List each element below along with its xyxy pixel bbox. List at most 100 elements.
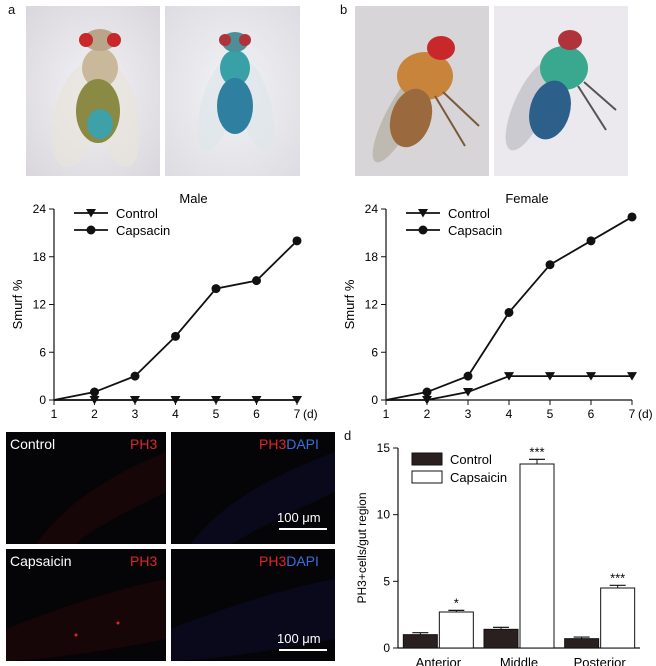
male-point-capsacin (211, 284, 221, 294)
male-control-fly-photo (26, 6, 160, 176)
bar-category-label: Anterior (416, 655, 462, 666)
bar-control (564, 638, 600, 649)
merge-label-capsaicin: PH3DAPI (259, 553, 319, 569)
male-control-fly-image (26, 6, 160, 176)
male-x-tick-label: 2 (91, 407, 98, 421)
male-legend-marker-1 (86, 225, 96, 235)
bar-category-label: Posterior (574, 655, 627, 666)
bar-legend-label-0: Control (450, 452, 492, 467)
bar-category-label: Middle (500, 655, 538, 666)
bar-y-tick-label: 0 (383, 641, 390, 655)
significance-label: *** (529, 444, 544, 459)
micrograph-control-merged: PH3DAPI 100 μm (171, 432, 335, 544)
significance-label: *** (610, 570, 625, 585)
female-point-control (422, 396, 432, 405)
male-x-tick-label: 3 (132, 407, 139, 421)
panel-letter-a: a (8, 2, 16, 17)
ph3-label-capsaicin: PH3 (130, 553, 158, 569)
male-x-tick-label: 1 (51, 407, 58, 421)
female-x-tick-label: 2 (424, 407, 431, 421)
female-x-tick-label: 6 (588, 407, 595, 421)
male-y-label: Smurf % (10, 279, 25, 329)
ph3-bar-chart: 0 5 10 15 PH3+cells/gut region Anterior * Middl… (355, 441, 640, 666)
male-y-tick-label: 18 (33, 250, 47, 264)
female-legend-label-0: Control (448, 206, 490, 221)
male-point-capsacin (171, 331, 180, 341)
dapi-label-capsaicin: DAPI (286, 553, 319, 569)
female-x-unit: (d) (638, 407, 653, 421)
female-x-tick-label: 3 (465, 407, 472, 421)
panel-letter-d: d (344, 428, 352, 443)
male-y-tick-label: 6 (39, 345, 46, 359)
bar-legend-swatch-0 (411, 452, 443, 466)
control-label: Control (10, 436, 56, 452)
female-title: Female (505, 191, 548, 206)
bar-legend-swatch-1 (411, 470, 443, 484)
male-line-capsacin (53, 240, 298, 401)
bar-y-tick-label: 15 (377, 441, 391, 455)
micrograph-control-ph3: Control PH3 (6, 432, 166, 544)
panel-letter-b: b (340, 2, 348, 17)
male-legend-label-1: Capsacin (116, 223, 170, 238)
bar-capsaicin (519, 463, 555, 649)
control-ph3-tissue (36, 452, 166, 544)
female-point-control (627, 372, 637, 381)
ph3-label-merge-control: PH3 (259, 436, 287, 452)
male-point-capsacin (130, 371, 140, 381)
female-y-tick-label: 18 (365, 250, 379, 264)
micrograph-capsaicin-merged: PH3DAPI 100 μm (171, 549, 335, 661)
male-point-capsacin (252, 276, 261, 286)
female-point-capsacin (422, 387, 432, 397)
male-y-tick-label: 12 (33, 298, 47, 312)
male-legend-label-0: Control (116, 206, 158, 221)
capsaicin-merged-tissue (171, 579, 335, 661)
merge-label-control: PH3DAPI (259, 436, 319, 452)
male-x-unit: (d) (303, 407, 318, 421)
female-point-capsacin (586, 236, 596, 246)
male-point-control (211, 396, 221, 405)
female-control-fly-image (355, 6, 489, 176)
female-y-tick-label: 12 (365, 298, 379, 312)
female-capsaicin-fly-photo (494, 6, 628, 176)
female-point-control (586, 372, 596, 381)
male-point-capsacin (90, 387, 99, 397)
bar-capsaicin (600, 587, 636, 649)
bar-capsaicin (438, 611, 474, 649)
female-control-fly-photo (355, 6, 489, 176)
female-point-control (545, 372, 555, 381)
female-x-tick-label: 1 (383, 407, 390, 421)
dapi-label-control: DAPI (286, 436, 319, 452)
scale-bar-control (279, 528, 327, 530)
male-x-tick-label: 4 (172, 407, 179, 421)
female-point-capsacin (463, 371, 473, 381)
male-point-control (130, 396, 140, 405)
bar-y-label: PH3+cells/gut region (355, 492, 369, 603)
female-point-capsacin (504, 307, 514, 317)
female-x-tick-label: 4 (506, 407, 513, 421)
female-legend-label-1: Capsacin (448, 223, 502, 238)
female-y-tick-label: 0 (371, 393, 378, 407)
male-title: Male (179, 191, 207, 206)
male-x-tick-label: 6 (253, 407, 260, 421)
female-legend-marker-0 (418, 209, 428, 218)
female-y-tick-label: 6 (371, 345, 378, 359)
capsaicin-label: Capsaicin (10, 553, 72, 569)
micrograph-capsaicin-ph3: Capsaicin PH3 (6, 549, 166, 661)
male-legend-marker-0 (86, 209, 96, 218)
bar-y-tick-label: 5 (383, 574, 390, 588)
male-point-capsacin (292, 236, 302, 246)
female-x-tick-label: 7 (629, 407, 636, 421)
significance-label: * (454, 595, 459, 610)
male-capsaicin-fly-image (165, 6, 300, 176)
scale-bar-capsaicin (279, 649, 327, 651)
ph3-label-merge-capsaicin: PH3 (259, 553, 287, 569)
female-legend-marker-1 (418, 225, 428, 235)
female-point-control (463, 388, 473, 397)
male-y-tick-label: 24 (33, 202, 47, 216)
bar-y-tick-label: 10 (377, 508, 391, 522)
bar-legend-label-1: Capsaicin (450, 470, 507, 485)
female-y-label: Smurf % (342, 279, 357, 329)
bar-control (483, 628, 519, 649)
